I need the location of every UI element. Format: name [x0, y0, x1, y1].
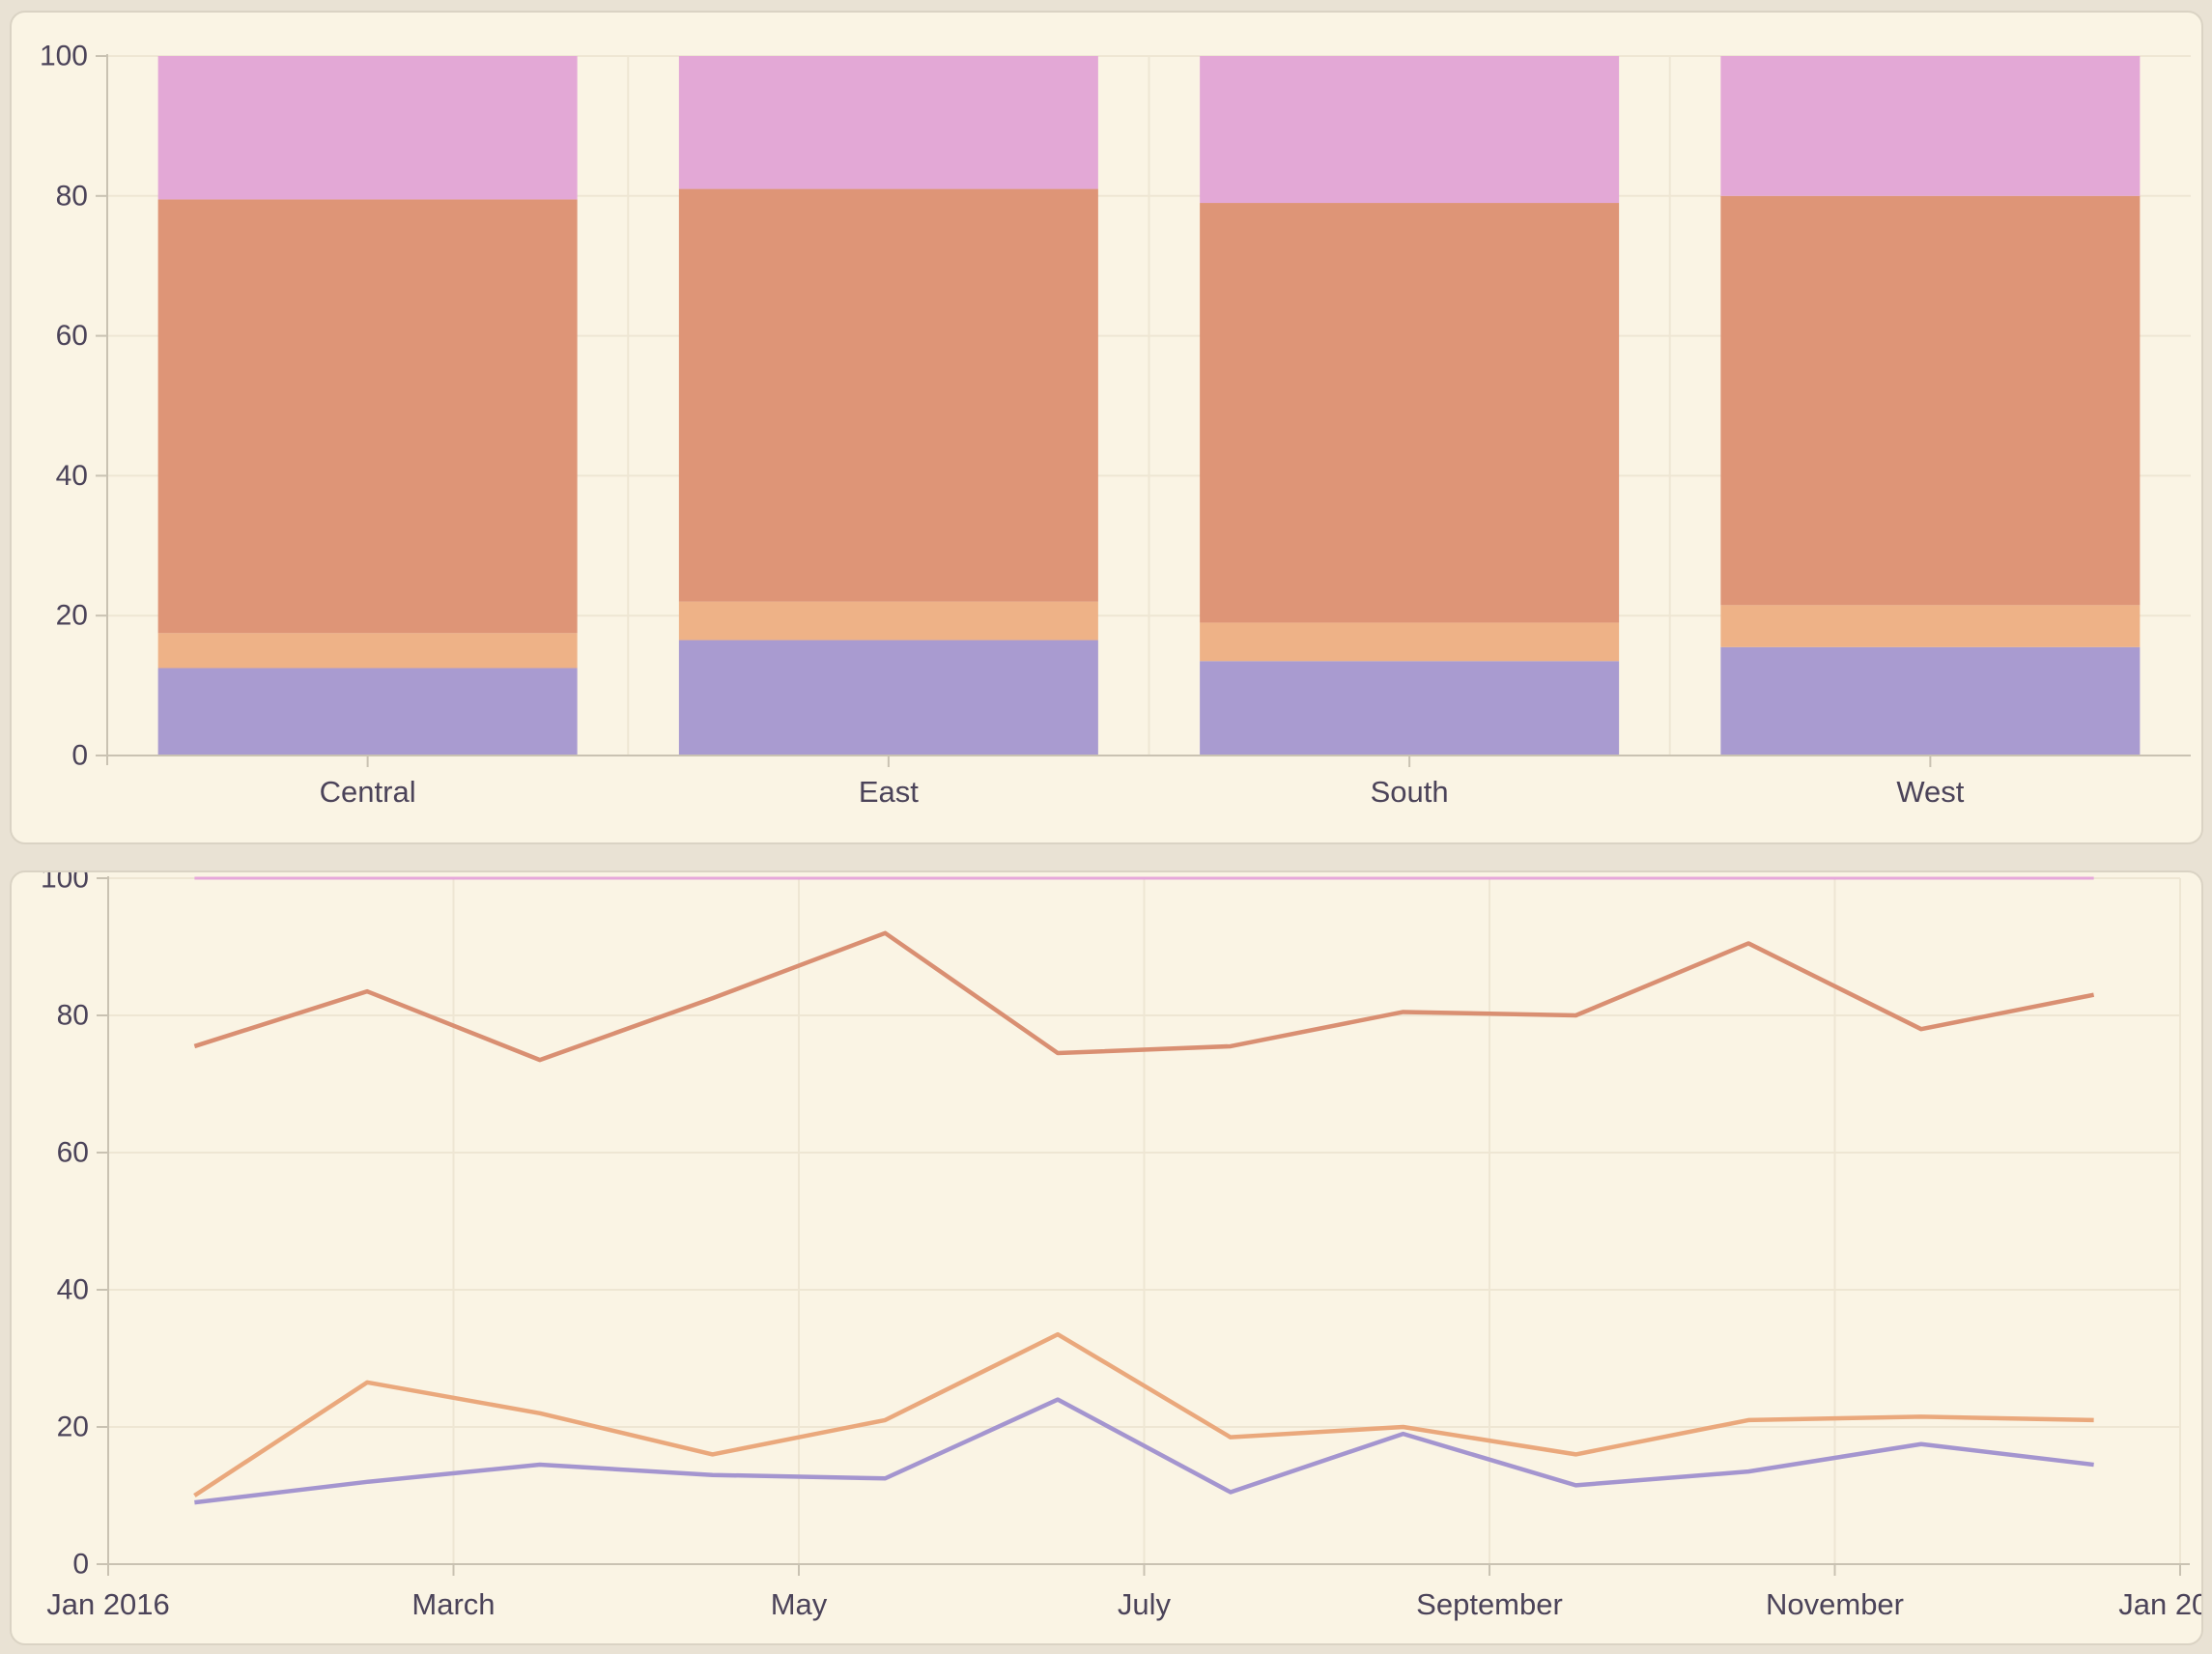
bar-segment-salmon-east[interactable]	[678, 188, 1098, 602]
y-tick-label: 0	[72, 1549, 89, 1581]
bar-segment-salmon-central[interactable]	[157, 199, 578, 634]
bar-segment-purple-west[interactable]	[1720, 646, 2141, 756]
y-tick-label: 80	[57, 1000, 89, 1032]
bar-segment-orange-central[interactable]	[157, 633, 578, 669]
y-tick-label: 60	[57, 1137, 89, 1169]
bar-segment-orange-west[interactable]	[1720, 605, 2141, 647]
line-chart-panel[interactable]: 0 20 40 60 80 100 Jan 2016 March May July Septembe…	[10, 870, 2203, 1645]
x-tick-label: May	[771, 1587, 828, 1621]
bar-segment-pink-central[interactable]	[157, 56, 578, 200]
bar-segment-purple-central[interactable]	[157, 668, 578, 756]
y-tick-label: 40	[57, 1274, 89, 1306]
bar-segment-salmon-south[interactable]	[1200, 203, 1620, 623]
y-tick-label: 100	[41, 872, 89, 895]
bar-segment-pink-east[interactable]	[678, 56, 1098, 189]
y-tick-label: 20	[56, 600, 88, 632]
x-tick-label: September	[1416, 1587, 1563, 1621]
y-tick-label: 100	[40, 41, 88, 72]
category-label-east: East	[859, 775, 919, 809]
x-tick-label: Jan 2016	[46, 1587, 170, 1621]
category-label-central: Central	[320, 775, 416, 809]
y-tick-label: 80	[56, 180, 88, 212]
bar-segment-orange-south[interactable]	[1200, 622, 1620, 662]
bar-segment-purple-south[interactable]	[1200, 661, 1620, 756]
bar-segment-salmon-west[interactable]	[1720, 195, 2141, 606]
y-tick-label: 60	[56, 320, 88, 352]
category-label-west: West	[1896, 775, 1964, 809]
line-series-orange[interactable]	[193, 1331, 2094, 1497]
stacked-bar-chart[interactable]: 0 20 40 60 80 100 Central East South West	[12, 13, 2201, 842]
x-tick-label: Jan 2017	[2118, 1587, 2201, 1621]
y-tick-label: 40	[56, 460, 88, 492]
bar-segment-purple-east[interactable]	[678, 640, 1098, 756]
line-chart[interactable]: 0 20 40 60 80 100 Jan 2016 March May July Septembe…	[12, 872, 2201, 1643]
x-tick-label: March	[411, 1587, 495, 1621]
line-series-salmon[interactable]	[193, 930, 2095, 1063]
y-tick-label: 0	[71, 740, 88, 772]
bar-segment-pink-south[interactable]	[1200, 56, 1620, 204]
category-label-south: South	[1371, 775, 1449, 809]
stacked-bar-chart-panel[interactable]: 0 20 40 60 80 100 Central East South West	[10, 11, 2203, 844]
x-tick-label: November	[1766, 1587, 1904, 1621]
y-tick-label: 20	[57, 1412, 89, 1443]
bar-segment-orange-east[interactable]	[678, 601, 1098, 641]
x-tick-label: July	[1118, 1587, 1172, 1621]
line-series-purple[interactable]	[194, 1397, 2094, 1505]
bar-segment-pink-west[interactable]	[1720, 56, 2141, 196]
